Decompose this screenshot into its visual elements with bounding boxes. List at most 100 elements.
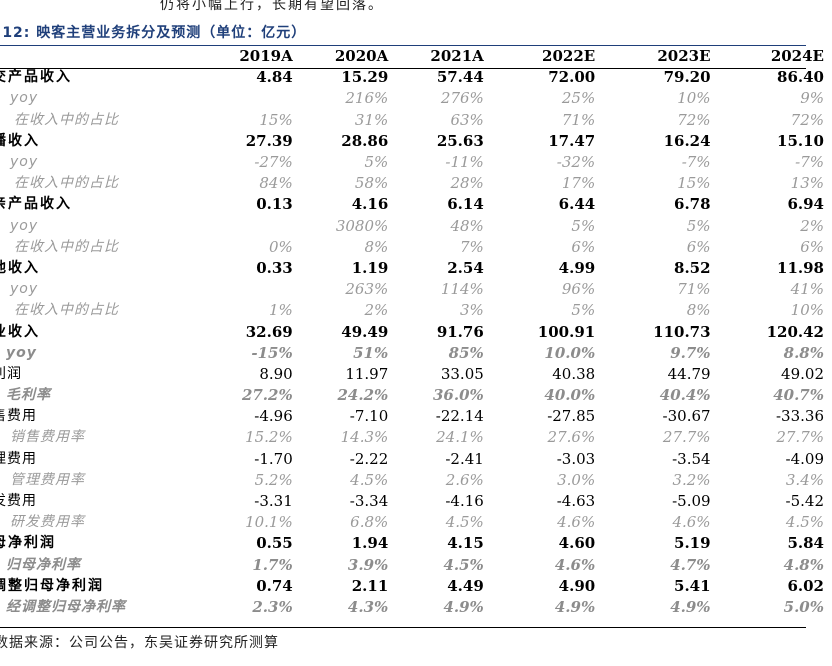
row-label: 在收入中的占比	[14, 111, 119, 128]
value-cell: 2.3%	[252, 597, 293, 616]
value-cell: 4.6%	[554, 555, 596, 574]
value-cell: 4.99	[558, 258, 596, 277]
value-cell: 4.5%	[350, 470, 389, 489]
row-label: 经调整归母净利率	[6, 598, 126, 615]
value-cell: 0.13	[256, 195, 293, 214]
value-cell	[203, 88, 293, 109]
value-cell: -4.96	[254, 407, 293, 426]
value-cell: 11.97	[345, 364, 389, 383]
value-cell: 4.5%	[443, 555, 484, 574]
value-cell: 85%	[448, 343, 484, 362]
value-cell: 15.29	[341, 68, 389, 87]
value-cell: 48%	[450, 216, 484, 235]
table-row: 理费用 -1.70 -2.22 -2.41 -3.03 -3.54 -4.09	[0, 449, 824, 470]
table-row: 毛利率 27.2% 24.2% 36.0% 40.0% 40.4% 40.7%	[0, 385, 824, 406]
value-cell: 8%	[364, 237, 389, 256]
value-cell: 4.6%	[672, 513, 711, 532]
value-cell: 0.55	[256, 534, 293, 553]
row-label: yoy	[10, 281, 39, 298]
value-cell: 33.05	[440, 364, 484, 383]
table-caption: .12: 映客主营业务拆分及预测（单位：亿元）	[0, 25, 307, 41]
value-cell: 10.0%	[544, 343, 596, 362]
value-cell: 4.49	[447, 576, 484, 595]
value-cell: 6.8%	[350, 513, 389, 532]
value-cell: -2.41	[445, 449, 484, 468]
value-cell: 0.74	[256, 576, 293, 595]
row-label: 业收入	[0, 323, 40, 340]
table-row: 调整归母净利润 0.74 2.11 4.49 4.90 5.41 6.02	[0, 576, 824, 597]
value-cell: -30.67	[662, 407, 711, 426]
row-label: yoy	[10, 90, 39, 107]
value-cell: 4.6%	[557, 513, 596, 532]
value-cell: 4.5%	[445, 513, 484, 532]
row-label: 调整归母净利润	[0, 577, 104, 594]
value-cell: 5%	[364, 153, 389, 172]
value-cell: -4.63	[556, 492, 596, 511]
value-cell: 2.11	[351, 576, 389, 595]
value-cell: 40.7%	[773, 386, 824, 405]
value-cell: 4.60	[558, 534, 596, 553]
value-cell: 2.6%	[445, 470, 484, 489]
row-label: 亲产品收入	[0, 196, 72, 213]
value-cell: 28.86	[341, 131, 389, 150]
value-cell: -32%	[556, 153, 596, 172]
value-cell: -5.42	[785, 492, 824, 511]
table-row: 归母净利率 1.7% 3.9% 4.5% 4.6% 4.7% 4.8%	[0, 555, 824, 576]
value-cell: -7%	[681, 153, 711, 172]
value-cell: 6%	[571, 237, 596, 256]
value-cell: 14.3%	[340, 428, 389, 447]
value-cell: 2.54	[447, 258, 484, 277]
value-cell: 91.76	[436, 322, 484, 341]
value-cell: 8.90	[259, 364, 293, 383]
value-cell: 114%	[440, 280, 484, 299]
value-cell: 6.44	[558, 195, 596, 214]
value-cell: 5%	[686, 216, 711, 235]
value-cell: 4.9%	[670, 597, 711, 616]
value-cell: 49.02	[781, 364, 824, 383]
value-cell: 57.44	[436, 68, 484, 87]
value-cell: 16.24	[663, 131, 711, 150]
value-cell: 5.84	[787, 534, 824, 553]
table-row: 在收入中的占比 84% 58% 28% 17% 15% 13%	[0, 173, 824, 194]
value-cell: 58%	[354, 174, 389, 193]
corner-cell	[0, 46, 203, 67]
table-row: 管理费用率 5.2% 4.5% 2.6% 3.0% 3.2% 3.4%	[0, 470, 824, 491]
value-cell: -3.54	[672, 449, 711, 468]
value-cell: 5.2%	[254, 470, 293, 489]
value-cell: 13%	[790, 174, 824, 193]
value-cell: 11.98	[777, 258, 824, 277]
value-cell: 216%	[345, 89, 389, 108]
value-cell: 4.84	[256, 68, 293, 87]
row-label: 母净利润	[0, 535, 56, 552]
year-header: 2023E	[657, 47, 711, 66]
year-header: 2019A	[239, 47, 293, 66]
value-cell: 4.90	[558, 576, 596, 595]
value-cell: 120.42	[766, 322, 824, 341]
value-cell: 5.0%	[783, 597, 824, 616]
value-cell: 1.7%	[252, 555, 293, 574]
value-cell: 72%	[790, 110, 824, 129]
value-cell: 17.47	[548, 131, 596, 150]
value-cell: 2%	[364, 301, 389, 320]
value-cell: 71%	[561, 110, 596, 129]
table-row: 在收入中的占比 15% 31% 63% 71% 72% 72%	[0, 110, 824, 131]
year-header: 2021A	[430, 47, 484, 66]
value-cell: -33.36	[775, 407, 824, 426]
value-cell: 24.1%	[436, 428, 484, 447]
value-cell: 27.2%	[241, 386, 293, 405]
value-cell: 15%	[259, 110, 293, 129]
value-cell: 0.33	[256, 258, 293, 277]
value-cell	[203, 279, 293, 300]
row-label: 销售费用率	[10, 429, 85, 446]
value-cell: 24.2%	[337, 386, 389, 405]
value-cell: 5.19	[674, 534, 711, 553]
value-cell: 17%	[561, 174, 596, 193]
row-label: 在收入中的占比	[14, 175, 119, 192]
value-cell: 40.4%	[659, 386, 711, 405]
value-cell: -22.14	[435, 407, 484, 426]
header-rule	[0, 68, 806, 69]
value-cell: 28%	[450, 174, 484, 193]
value-cell: 8.52	[674, 258, 711, 277]
row-label: 研发费用率	[10, 514, 85, 531]
value-cell: 4.9%	[443, 597, 484, 616]
